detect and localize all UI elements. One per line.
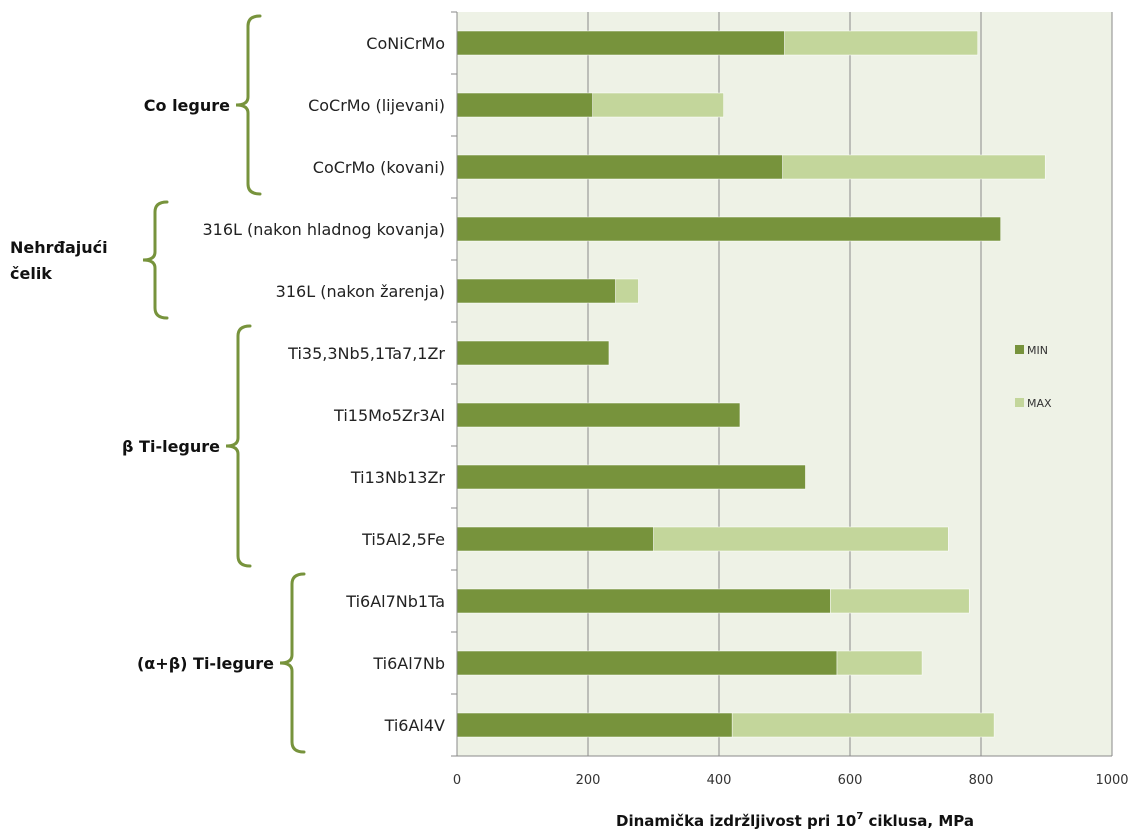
y-axis bbox=[451, 11, 1112, 757]
group-label: Co legure bbox=[144, 96, 230, 115]
bars bbox=[456, 30, 1046, 738]
bar-min bbox=[456, 650, 838, 676]
group-label: Nehrđajući bbox=[10, 238, 108, 257]
bar-max bbox=[784, 30, 978, 56]
x-tick-label: 800 bbox=[969, 773, 994, 788]
category-label: 316L (nakon žarenja) bbox=[276, 282, 445, 301]
legend-label-min: MIN bbox=[1027, 344, 1048, 357]
bar-min bbox=[456, 340, 610, 366]
bar-max bbox=[836, 650, 923, 676]
bar-max bbox=[830, 588, 970, 614]
x-axis-label-tail: ciklusa, MPa bbox=[863, 812, 974, 830]
x-axis-label-main: Dinamička izdržljivost pri 10 bbox=[616, 812, 856, 830]
category-label: CoNiCrMo bbox=[366, 34, 445, 53]
bar-min bbox=[456, 278, 616, 304]
bar-max bbox=[615, 278, 639, 304]
bar-min bbox=[456, 402, 741, 428]
bar-min bbox=[456, 588, 831, 614]
legend-label-max: MAX bbox=[1027, 397, 1052, 410]
group-label: čelik bbox=[10, 264, 52, 283]
category-labels: CoNiCrMo CoCrMo (lijevani) CoCrMo (kovani)… bbox=[202, 34, 445, 735]
legend: MIN MAX bbox=[1015, 344, 1052, 410]
bar-max bbox=[731, 712, 995, 738]
bar-min bbox=[456, 464, 806, 490]
bar-min bbox=[456, 526, 654, 552]
bar-min bbox=[456, 154, 783, 180]
bar-max bbox=[653, 526, 949, 552]
group-bracket bbox=[225, 324, 252, 568]
bar-min bbox=[456, 216, 1001, 242]
x-tick-label: 1000 bbox=[1095, 773, 1128, 788]
category-label: Ti6Al7Nb1Ta bbox=[345, 592, 445, 611]
bar-min bbox=[456, 92, 593, 118]
category-label: Ti13Nb13Zr bbox=[350, 468, 446, 487]
x-tick-label: 400 bbox=[707, 773, 732, 788]
group-brackets: Co legure Nehrđajući čelik β Ti-legure (α+β)… bbox=[10, 14, 306, 754]
legend-swatch-min bbox=[1015, 345, 1024, 354]
category-label: Ti6Al7Nb bbox=[372, 654, 445, 673]
x-axis-label: Dinamička izdržljivost pri 107 ciklusa, … bbox=[616, 811, 974, 830]
plot-area bbox=[457, 12, 1112, 756]
category-label: Ti35,3Nb5,1Ta7,1Zr bbox=[287, 344, 445, 363]
bar-max bbox=[782, 154, 1046, 180]
category-label: Ti6Al4V bbox=[384, 716, 445, 735]
x-tick-label: 600 bbox=[838, 773, 863, 788]
bar-min bbox=[456, 712, 733, 738]
group-bracket bbox=[235, 14, 262, 196]
legend-swatch-max bbox=[1015, 398, 1024, 407]
group-label: β Ti-legure bbox=[122, 437, 220, 456]
bar-min bbox=[456, 30, 785, 56]
x-tick-labels: 0 200 400 600 800 1000 bbox=[453, 773, 1129, 788]
grid-lines bbox=[587, 12, 1113, 756]
group-bracket bbox=[142, 200, 169, 320]
category-label: Ti5Al2,5Fe bbox=[361, 530, 445, 549]
bar-max bbox=[592, 92, 724, 118]
group-bracket bbox=[279, 572, 306, 754]
group-label: (α+β) Ti-legure bbox=[137, 654, 274, 673]
x-axis-label-sup: 7 bbox=[856, 811, 863, 822]
category-label: CoCrMo (kovani) bbox=[313, 158, 445, 177]
x-tick-label: 0 bbox=[453, 773, 461, 788]
category-label: CoCrMo (lijevani) bbox=[308, 96, 445, 115]
x-tick-label: 200 bbox=[576, 773, 601, 788]
category-label: Ti15Mo5Zr3Al bbox=[333, 406, 445, 425]
category-label: 316L (nakon hladnog kovanja) bbox=[202, 220, 445, 239]
